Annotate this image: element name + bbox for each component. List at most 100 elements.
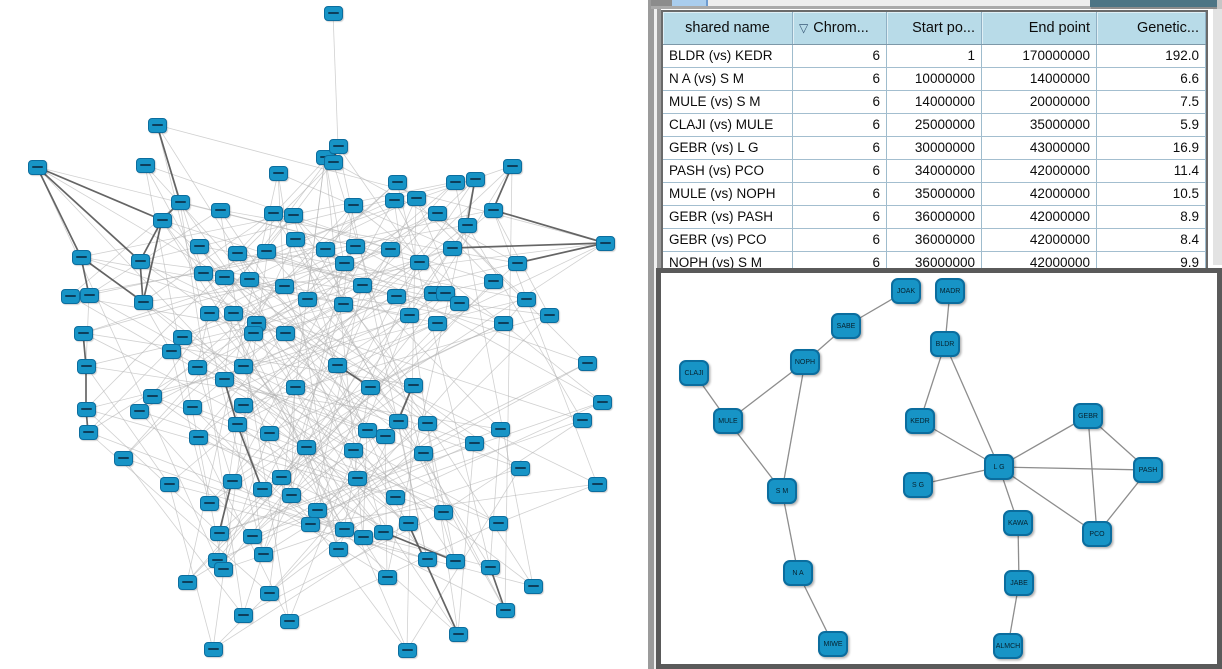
network-node[interactable]: [417, 551, 437, 567]
network-node[interactable]: [161, 343, 181, 359]
network-node[interactable]: [333, 296, 353, 312]
table-cell[interactable]: N A (vs) S M: [663, 68, 793, 90]
subnetwork-node-sabe[interactable]: SABE: [831, 313, 861, 339]
network-node[interactable]: [203, 641, 223, 657]
table-cell[interactable]: 11.4: [1097, 160, 1206, 182]
network-node[interactable]: [242, 528, 262, 544]
network-node[interactable]: [283, 207, 303, 223]
table-cell[interactable]: 7.5: [1097, 91, 1206, 113]
network-node[interactable]: [327, 357, 347, 373]
table-cell[interactable]: 6: [793, 114, 887, 136]
table-cell[interactable]: 42000000: [982, 252, 1097, 274]
network-node[interactable]: [71, 249, 91, 265]
network-node[interactable]: [279, 613, 299, 629]
table-cell[interactable]: 8.9: [1097, 206, 1206, 228]
network-node[interactable]: [592, 394, 612, 410]
subnetwork-node-madr[interactable]: MADR: [935, 278, 965, 304]
column-header-3[interactable]: End point: [982, 12, 1097, 44]
network-node[interactable]: [387, 174, 407, 190]
network-node[interactable]: [328, 541, 348, 557]
network-node[interactable]: [480, 559, 500, 575]
network-node[interactable]: [209, 525, 229, 541]
subnetwork-node-n-a[interactable]: N A: [783, 560, 813, 586]
network-node[interactable]: [483, 273, 503, 289]
table-cell[interactable]: 6: [793, 183, 887, 205]
table-cell[interactable]: 170000000: [982, 45, 1097, 67]
network-node[interactable]: [433, 504, 453, 520]
network-node[interactable]: [76, 401, 96, 417]
table-cell[interactable]: 6: [793, 229, 887, 251]
network-node[interactable]: [595, 235, 615, 251]
network-node[interactable]: [495, 602, 515, 618]
network-node[interactable]: [214, 371, 234, 387]
table-cell[interactable]: 6.6: [1097, 68, 1206, 90]
subnetwork-node-joak[interactable]: JOAK: [891, 278, 921, 304]
network-node[interactable]: [210, 202, 230, 218]
network-node[interactable]: [343, 197, 363, 213]
network-node[interactable]: [172, 329, 192, 345]
network-node[interactable]: [409, 254, 429, 270]
network-node[interactable]: [274, 278, 294, 294]
table-row[interactable]: GEBR (vs) PASH 6 36000000 42000000 8.9: [663, 206, 1206, 229]
network-node[interactable]: [488, 515, 508, 531]
network-node[interactable]: [357, 422, 377, 438]
table-cell[interactable]: 6: [793, 137, 887, 159]
network-node[interactable]: [300, 516, 320, 532]
table-cell[interactable]: CLAJI (vs) MULE: [663, 114, 793, 136]
network-node[interactable]: [152, 212, 172, 228]
network-node[interactable]: [227, 416, 247, 432]
network-node[interactable]: [159, 476, 179, 492]
table-row[interactable]: PASH (vs) PCO 6 34000000 42000000 11.4: [663, 160, 1206, 183]
network-node[interactable]: [78, 424, 98, 440]
network-node[interactable]: [445, 174, 465, 190]
network-node[interactable]: [222, 473, 242, 489]
table-cell[interactable]: MULE (vs) NOPH: [663, 183, 793, 205]
network-node[interactable]: [60, 288, 80, 304]
table-cell[interactable]: 6: [793, 160, 887, 182]
network-node[interactable]: [380, 241, 400, 257]
table-cell[interactable]: 9.9: [1097, 252, 1206, 274]
table-cell[interactable]: 43000000: [982, 137, 1097, 159]
table-cell[interactable]: 36000000: [887, 229, 982, 251]
subnetwork-node-s-g[interactable]: S G: [903, 472, 933, 498]
network-node[interactable]: [79, 287, 99, 303]
table-cell[interactable]: BLDR (vs) KEDR: [663, 45, 793, 67]
network-node[interactable]: [427, 315, 447, 331]
network-node[interactable]: [233, 607, 253, 623]
subnetwork-node-kedr[interactable]: KEDR: [905, 408, 935, 434]
network-node[interactable]: [135, 157, 155, 173]
table-cell[interactable]: 42000000: [982, 183, 1097, 205]
network-node[interactable]: [572, 412, 592, 428]
network-node[interactable]: [375, 428, 395, 444]
network-node[interactable]: [427, 205, 447, 221]
subnetwork-node-miwe[interactable]: MIWE: [818, 631, 848, 657]
subnetwork-node-almch[interactable]: ALMCH: [993, 633, 1023, 659]
network-node[interactable]: [464, 435, 484, 451]
network-node[interactable]: [502, 158, 522, 174]
network-node[interactable]: [285, 379, 305, 395]
table-cell[interactable]: GEBR (vs) PCO: [663, 229, 793, 251]
subnetwork-node-pash[interactable]: PASH: [1133, 457, 1163, 483]
network-node[interactable]: [170, 194, 190, 210]
network-node[interactable]: [315, 241, 335, 257]
network-node[interactable]: [233, 358, 253, 374]
network-node[interactable]: [256, 243, 276, 259]
network-node[interactable]: [297, 291, 317, 307]
network-node[interactable]: [199, 305, 219, 321]
table-row[interactable]: GEBR (vs) L G 6 30000000 43000000 16.9: [663, 137, 1206, 160]
network-node[interactable]: [373, 524, 393, 540]
network-node[interactable]: [177, 574, 197, 590]
network-node[interactable]: [27, 159, 47, 175]
table-cell[interactable]: 6: [793, 45, 887, 67]
network-node[interactable]: [323, 5, 343, 21]
overview-network-panel[interactable]: [0, 0, 648, 669]
network-node[interactable]: [483, 202, 503, 218]
network-node[interactable]: [239, 271, 259, 287]
network-node[interactable]: [252, 481, 272, 497]
table-cell[interactable]: MULE (vs) S M: [663, 91, 793, 113]
network-node[interactable]: [448, 626, 468, 642]
table-cell[interactable]: 5.9: [1097, 114, 1206, 136]
subnetwork-node-gebr[interactable]: GEBR: [1073, 403, 1103, 429]
table-cell[interactable]: 10000000: [887, 68, 982, 90]
table-cell[interactable]: 6: [793, 252, 887, 274]
